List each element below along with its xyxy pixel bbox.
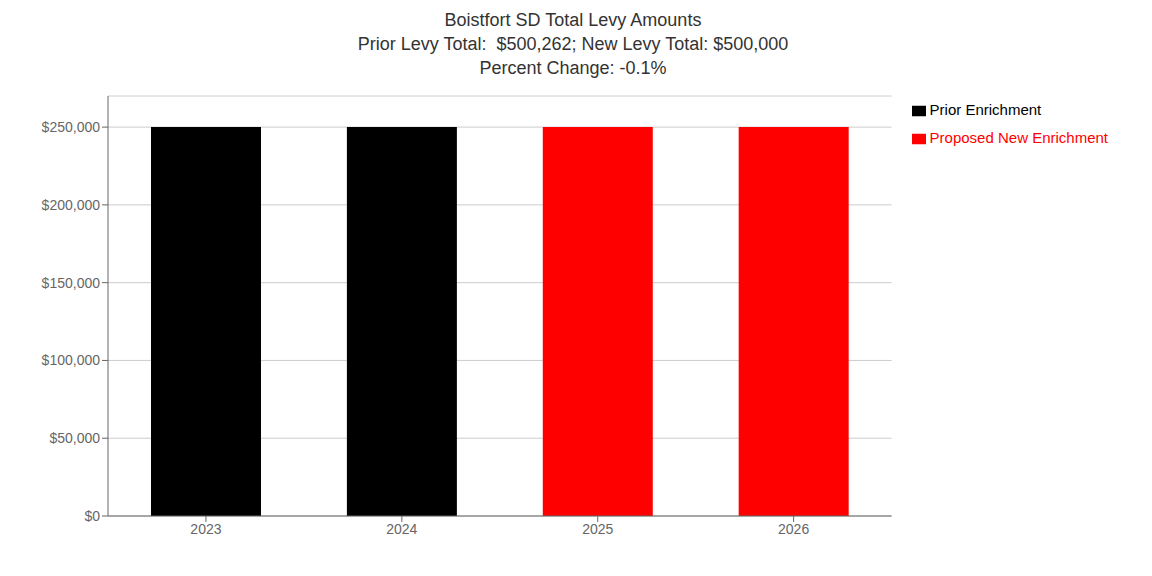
html-text:Percent Change: -0.1%: Percent Change: -0.1% [479,58,667,78]
html-text:Boistfort SD Total Levy Amount: Boistfort SD Total Levy Amounts [444,10,702,30]
svg-text:$50,000: $50,000 [49,430,100,446]
html-text:Prior Levy Total: $500,262; Ne: Prior Levy Total: $500,262; New Levy Tot… [357,34,789,54]
svg-text:2025: 2025 [582,521,613,537]
svg-text:$250,000: $250,000 [42,119,101,135]
html-text:Proposed New Enrichment: Proposed New Enrichment [929,129,1108,146]
svg-text:$150,000: $150,000 [42,275,101,291]
svg-text:2024: 2024 [386,521,417,537]
svg-text:$100,000: $100,000 [42,352,101,368]
svg-text:$0: $0 [84,508,100,524]
svg-text:2026: 2026 [778,521,809,537]
svg-text:2023: 2023 [190,521,221,537]
html-text:Prior Enrichment: Prior Enrichment [929,101,1042,118]
svg-text:$200,000: $200,000 [42,197,101,213]
